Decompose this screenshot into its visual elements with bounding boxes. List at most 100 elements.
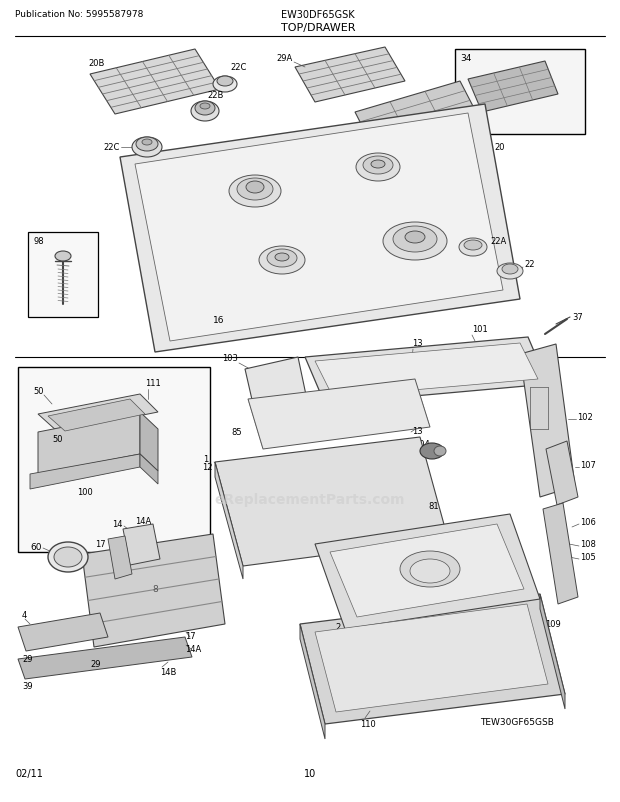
Ellipse shape: [191, 102, 219, 122]
Text: 22C: 22C: [230, 63, 246, 72]
Text: 109: 109: [545, 620, 560, 629]
Text: TEW30GF65GSB: TEW30GF65GSB: [480, 717, 554, 726]
Polygon shape: [245, 358, 310, 427]
Text: 13: 13: [412, 338, 423, 347]
Text: Publication No: 5995587978: Publication No: 5995587978: [15, 10, 143, 19]
Text: 39: 39: [22, 681, 33, 691]
Ellipse shape: [502, 265, 518, 274]
Text: 14A: 14A: [135, 516, 151, 525]
Text: 81: 81: [428, 502, 438, 511]
Ellipse shape: [400, 551, 460, 587]
Ellipse shape: [213, 77, 237, 93]
Text: 4: 4: [22, 610, 27, 619]
Ellipse shape: [434, 447, 446, 456]
Polygon shape: [120, 105, 520, 353]
Polygon shape: [215, 463, 243, 579]
Text: 102: 102: [577, 413, 593, 422]
Polygon shape: [355, 82, 490, 172]
Text: 100: 100: [77, 488, 93, 496]
Ellipse shape: [371, 160, 385, 168]
Text: 2: 2: [335, 622, 340, 631]
Ellipse shape: [136, 138, 158, 152]
Polygon shape: [540, 594, 565, 709]
Polygon shape: [30, 455, 140, 489]
Text: 22B: 22B: [207, 91, 223, 100]
Polygon shape: [18, 614, 108, 651]
Text: 17: 17: [185, 631, 196, 640]
Text: eReplacementParts.com: eReplacementParts.com: [215, 492, 405, 506]
Polygon shape: [248, 379, 430, 449]
Polygon shape: [315, 514, 540, 630]
Polygon shape: [18, 638, 192, 679]
Polygon shape: [140, 455, 158, 484]
Text: 1: 1: [203, 455, 208, 464]
Ellipse shape: [464, 241, 482, 251]
Bar: [28, 233, 98, 318]
Ellipse shape: [459, 239, 487, 257]
Polygon shape: [520, 345, 575, 497]
Text: 110: 110: [360, 719, 376, 728]
Text: 111: 111: [145, 379, 161, 387]
Text: 10: 10: [304, 768, 316, 778]
Polygon shape: [108, 537, 132, 579]
Text: 22C: 22C: [104, 144, 120, 152]
Ellipse shape: [420, 444, 444, 460]
Polygon shape: [330, 525, 524, 618]
Text: 14A: 14A: [185, 644, 202, 653]
Ellipse shape: [383, 223, 447, 261]
Ellipse shape: [132, 138, 162, 158]
Text: 106: 106: [580, 518, 596, 527]
Polygon shape: [90, 50, 220, 115]
Text: 29A: 29A: [277, 54, 293, 63]
Polygon shape: [300, 594, 565, 724]
Text: 13: 13: [412, 427, 423, 436]
Text: EW30DF65GSK: EW30DF65GSK: [281, 10, 355, 20]
Ellipse shape: [497, 264, 523, 280]
Polygon shape: [38, 412, 140, 475]
Ellipse shape: [267, 249, 297, 268]
Ellipse shape: [393, 227, 437, 253]
Text: 20: 20: [494, 144, 505, 152]
Polygon shape: [295, 48, 405, 103]
Polygon shape: [315, 604, 548, 712]
Text: 104: 104: [414, 440, 430, 449]
Text: 101: 101: [472, 325, 488, 334]
Text: 105: 105: [580, 553, 596, 561]
Text: 17: 17: [95, 540, 106, 549]
Text: 14B: 14B: [160, 667, 176, 676]
Polygon shape: [543, 504, 578, 604]
Text: 02/11: 02/11: [15, 768, 43, 778]
Ellipse shape: [363, 157, 393, 175]
Text: 20B: 20B: [88, 59, 104, 68]
Polygon shape: [123, 525, 160, 565]
Polygon shape: [315, 343, 538, 398]
Text: 107: 107: [580, 461, 596, 470]
Ellipse shape: [55, 252, 71, 261]
Text: 16: 16: [213, 316, 224, 325]
Text: 22: 22: [524, 260, 534, 269]
Ellipse shape: [356, 154, 400, 182]
Text: 85: 85: [231, 428, 242, 437]
Text: 50: 50: [33, 387, 43, 395]
Polygon shape: [82, 534, 225, 647]
Text: 12: 12: [203, 463, 213, 472]
Polygon shape: [215, 437, 448, 566]
Polygon shape: [305, 338, 548, 404]
Text: 103: 103: [222, 354, 238, 363]
Text: 37: 37: [572, 313, 583, 322]
Text: TOP/DRAWER: TOP/DRAWER: [281, 23, 355, 33]
Polygon shape: [546, 441, 578, 505]
Ellipse shape: [142, 140, 152, 146]
Text: 60: 60: [30, 543, 42, 552]
Ellipse shape: [405, 232, 425, 244]
Polygon shape: [38, 395, 158, 432]
Ellipse shape: [48, 542, 88, 573]
Ellipse shape: [229, 176, 281, 208]
Polygon shape: [140, 412, 158, 472]
Ellipse shape: [275, 253, 289, 261]
Text: 29: 29: [22, 654, 32, 663]
Text: 34: 34: [460, 54, 471, 63]
Polygon shape: [300, 624, 325, 739]
Bar: [455, 50, 585, 135]
Text: 29: 29: [90, 659, 100, 668]
